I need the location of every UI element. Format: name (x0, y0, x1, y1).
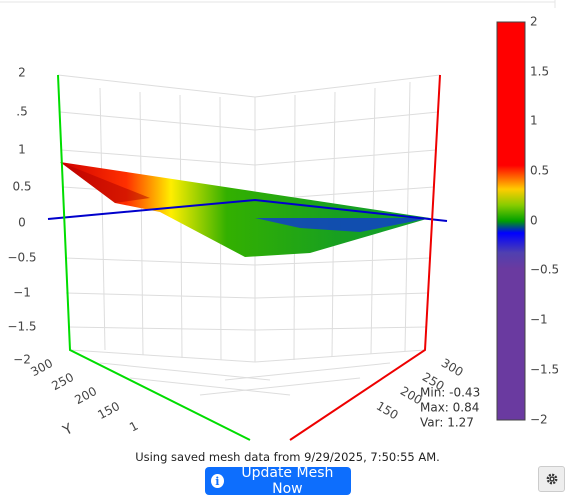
gear-icon (546, 473, 557, 485)
x-tick-label: 300 (439, 356, 466, 380)
x-tick-label: 150 (374, 399, 401, 423)
colorbar-tick-label: 0.5 (530, 164, 549, 178)
colorbar-tick-label: −2 (530, 413, 548, 427)
y-tick-label: 300 (28, 356, 55, 379)
info-icon: i (211, 474, 224, 488)
z-tick-label: −0.5 (7, 251, 36, 265)
y-tick-label: 1 (127, 419, 140, 435)
y-axis-title: Y (60, 421, 76, 440)
z-tick-label: .5 (16, 105, 27, 119)
colorbar-tick-label: 2 (530, 15, 538, 29)
y-axis-line (57, 74, 251, 441)
surface-low (255, 218, 430, 232)
surface (60, 162, 430, 257)
z-tick-label: 0 (18, 216, 26, 230)
button-label: Update Mesh Now (241, 465, 334, 497)
stat-text: Max: 0.84 (420, 401, 479, 415)
y-tick-label: 250 (49, 370, 76, 393)
colorbar-tick-label: −1 (530, 313, 548, 327)
z-axis-line (289, 74, 441, 441)
colorbar-tick-label: 0 (530, 214, 538, 228)
stat-text: Min: -0.43 (420, 386, 480, 400)
surface-shade (60, 162, 150, 203)
z-tick-label: 0.5 (12, 180, 31, 194)
colorbar-tick-label: 1.5 (530, 65, 549, 79)
settings-button[interactable] (538, 466, 565, 492)
y-tick-label: 150 (95, 399, 122, 422)
update-button[interactable]: i Update Mesh Now (205, 465, 351, 497)
colorbar-tick-label: −0.5 (530, 263, 559, 277)
status-text: Using saved mesh data from 9/29/2025, 7:… (135, 450, 440, 464)
z-tick-label: 2 (18, 66, 26, 80)
x-axis-line (47, 198, 448, 222)
y-tick-label: 200 (72, 384, 99, 407)
stat-text: Var: 1.27 (420, 416, 474, 430)
z-tick-label: 1 (18, 143, 26, 157)
z-tick-label: −1.5 (7, 320, 36, 334)
z-tick-label: −1 (13, 286, 31, 300)
plot: 2 .5 1 0.5 0 −0.5 −1 −1.5 −2 2 1.5 1 0.5 0 −0.5 −1 −1.5 −… (0, 0, 559, 441)
colorbar (496, 21, 526, 421)
colorbar-tick-label: −1.5 (530, 363, 559, 377)
z-tick-label: −2 (13, 353, 31, 367)
colorbar-tick-label: 1 (530, 114, 538, 128)
